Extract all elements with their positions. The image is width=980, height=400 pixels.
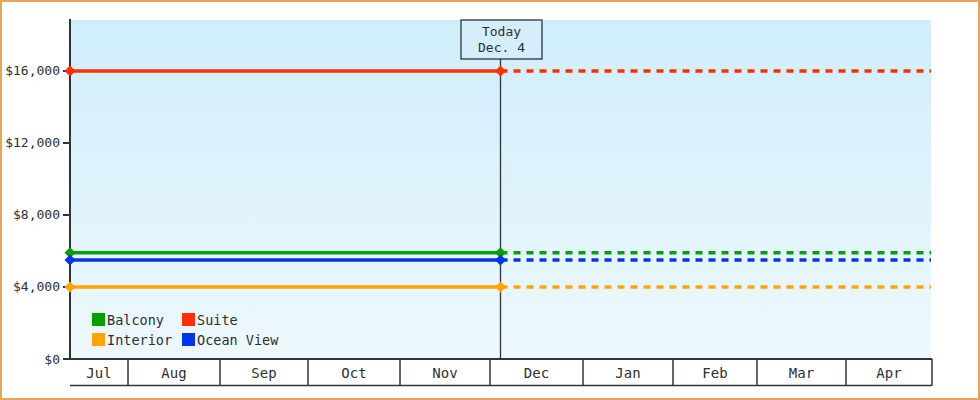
month-label-aug: Aug [161,365,186,381]
month-label-mar: Mar [789,365,814,381]
month-label-feb: Feb [702,365,727,381]
month-label-dec: Dec [524,365,549,381]
today-box-title: Today [482,24,521,39]
month-label-oct: Oct [341,365,366,381]
y-axis-label: $12,000 [5,135,60,150]
month-label-sep: Sep [251,365,276,381]
y-axis-label: $8,000 [13,207,60,222]
month-label-jan: Jan [615,365,640,381]
month-label-nov: Nov [432,365,457,381]
legend-label-suite: Suite [197,312,238,328]
price-history-chart: $16,000 $12,000 $8,000 $4,000 $0 Jul Aug Sep Oct… [0,0,980,400]
legend-swatch-suite [182,313,195,326]
legend-swatch-balcony [92,313,105,326]
chart-canvas: $16,000 $12,000 $8,000 $4,000 $0 Jul Aug Sep Oct… [0,0,980,400]
legend-label-ocean-view: Ocean View [197,332,279,348]
month-label-jul: Jul [86,365,111,381]
legend-swatch-ocean-view [182,333,195,346]
month-label-apr: Apr [876,365,901,381]
y-axis-label: $0 [44,352,60,367]
y-axis-label: $4,000 [13,279,60,294]
legend-swatch-interior [92,333,105,346]
today-box-date: Dec. 4 [478,40,525,55]
legend-label-interior: Interior [107,332,172,348]
legend-label-balcony: Balcony [107,312,164,328]
y-axis-label: $16,000 [5,63,60,78]
